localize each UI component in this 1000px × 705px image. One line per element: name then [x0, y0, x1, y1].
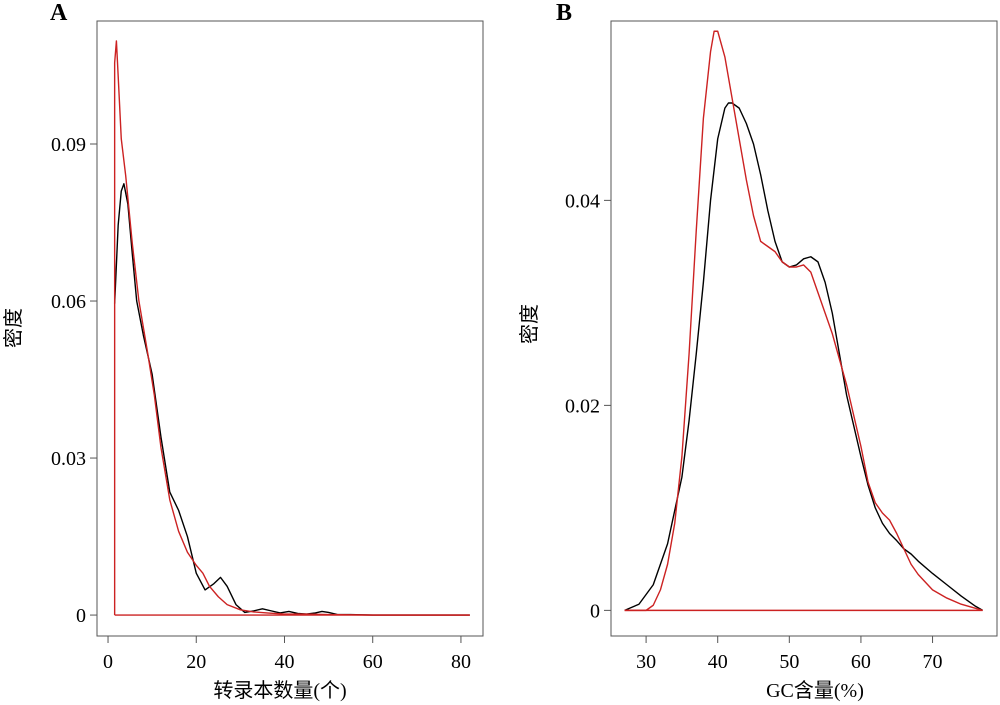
y-tick-label: 0.06 — [51, 291, 86, 313]
x-tick-label: 30 — [636, 651, 656, 673]
density-curve-1 — [113, 183, 470, 616]
panel-a-y-axis: 0 0.03 0.06 0.09 — [51, 134, 97, 627]
x-tick-label: 20 — [186, 651, 206, 673]
panel-b-plot-frame — [610, 20, 998, 637]
density-curve-2 — [624, 30, 983, 612]
density-curve-1 — [624, 102, 984, 612]
panel-b-label: B — [556, 0, 572, 26]
y-tick-label: 0.09 — [51, 134, 86, 156]
panel-b-x-axis: 30 40 50 60 70 — [636, 636, 943, 673]
panel-b-y-axis: 0 0.02 0.04 — [565, 190, 611, 622]
panel-a-x-axis: 0 20 40 60 80 — [103, 636, 471, 673]
panel-a-label: A — [50, 0, 68, 26]
y-tick-label: 0.02 — [565, 395, 600, 417]
panel-b: B 0 0.02 0.04 30 40 50 60 70 密度 GC含量(%) — [518, 0, 998, 702]
y-tick-label: 0 — [76, 605, 86, 627]
x-tick-label: 0 — [103, 651, 113, 673]
x-tick-label: 60 — [363, 651, 383, 673]
panel-b-y-axis-title: 密度 — [518, 304, 541, 344]
panel-a-plot-frame — [96, 20, 484, 637]
panel-b-series — [624, 30, 984, 612]
density-curve-2 — [113, 40, 470, 616]
x-tick-label: 40 — [274, 651, 294, 673]
panel-a-x-axis-title: 转录本数量(个) — [213, 679, 346, 702]
x-tick-label: 80 — [451, 651, 471, 673]
y-tick-label: 0.04 — [565, 190, 600, 212]
y-tick-label: 0.03 — [51, 448, 86, 470]
x-tick-label: 50 — [779, 651, 799, 673]
panel-b-x-axis-title: GC含量(%) — [766, 679, 864, 702]
x-tick-label: 60 — [851, 651, 871, 673]
x-tick-label: 70 — [923, 651, 943, 673]
panel-a-y-axis-title: 密度 — [2, 308, 25, 348]
x-tick-label: 40 — [708, 651, 728, 673]
y-tick-label: 0 — [590, 600, 600, 622]
panel-a-series — [113, 40, 470, 616]
panel-a: A 0 0.03 0.06 0.09 0 20 40 60 80 密度 转录本数量(个) — [2, 0, 484, 702]
